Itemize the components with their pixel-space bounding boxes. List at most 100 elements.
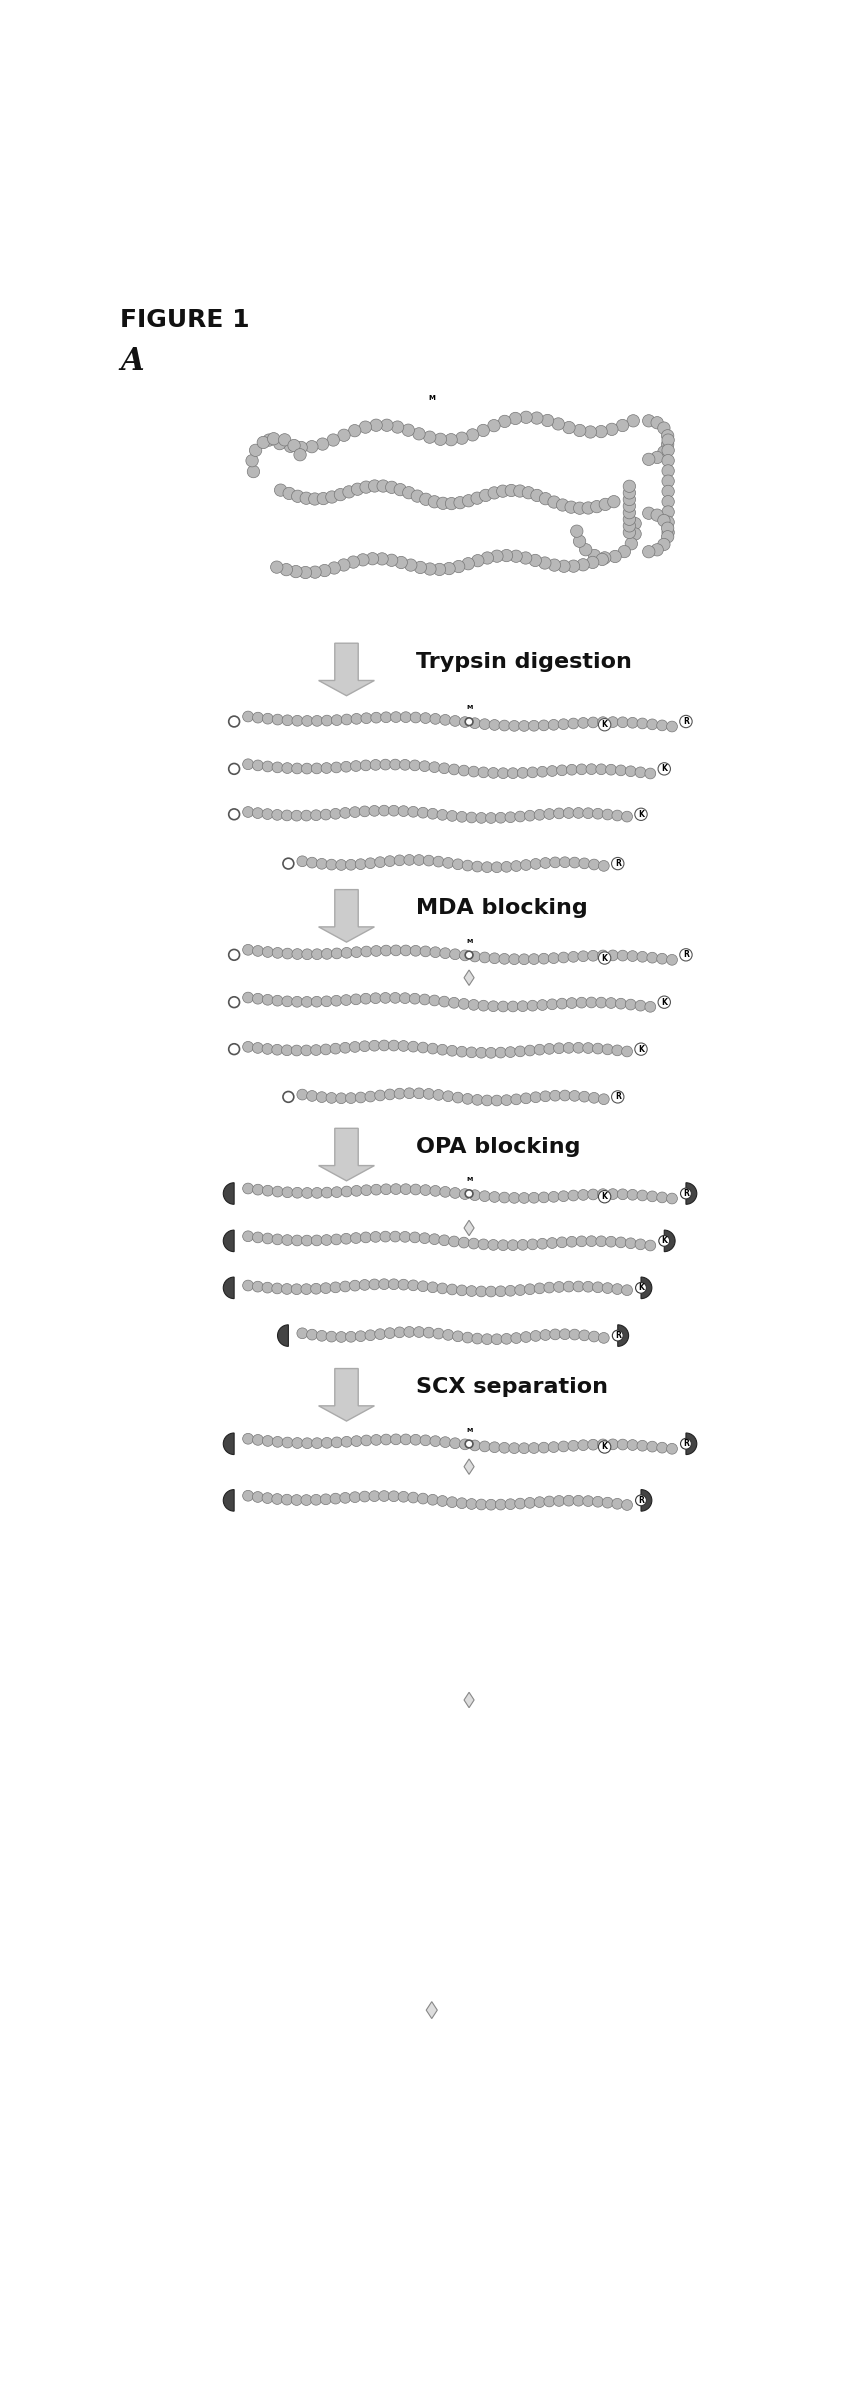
Circle shape (629, 527, 641, 541)
Circle shape (394, 856, 405, 865)
Circle shape (292, 1044, 302, 1056)
Circle shape (321, 1187, 332, 1199)
Circle shape (662, 505, 674, 517)
Circle shape (345, 858, 356, 870)
Wedge shape (277, 1326, 288, 1347)
Circle shape (651, 451, 663, 462)
Circle shape (617, 951, 628, 961)
Circle shape (306, 441, 318, 453)
Circle shape (292, 491, 304, 503)
Circle shape (249, 443, 262, 455)
Circle shape (420, 493, 432, 505)
Circle shape (582, 501, 594, 515)
Circle shape (469, 1190, 480, 1202)
Circle shape (262, 1492, 273, 1504)
Circle shape (530, 858, 541, 870)
Circle shape (282, 763, 292, 772)
Circle shape (419, 760, 430, 772)
Circle shape (381, 944, 392, 956)
Circle shape (341, 946, 352, 958)
Circle shape (400, 1233, 411, 1242)
Circle shape (381, 1435, 392, 1445)
Polygon shape (319, 644, 374, 696)
Circle shape (550, 1089, 561, 1101)
Circle shape (657, 954, 667, 963)
Circle shape (637, 1190, 648, 1202)
Circle shape (414, 1326, 424, 1337)
Circle shape (598, 861, 609, 870)
Circle shape (347, 555, 360, 567)
Circle shape (369, 806, 380, 815)
Circle shape (465, 1440, 473, 1447)
Circle shape (476, 813, 487, 822)
Text: M: M (466, 1178, 473, 1182)
Circle shape (579, 858, 590, 868)
Circle shape (301, 1495, 312, 1504)
Circle shape (349, 1280, 360, 1292)
Circle shape (662, 515, 674, 529)
Circle shape (658, 422, 670, 434)
Circle shape (423, 432, 436, 443)
Circle shape (627, 951, 638, 961)
Circle shape (398, 1280, 409, 1290)
Circle shape (586, 1235, 597, 1247)
Circle shape (509, 412, 522, 424)
Circle shape (443, 563, 456, 575)
Circle shape (598, 1440, 611, 1454)
Circle shape (658, 763, 671, 775)
Circle shape (544, 808, 555, 820)
Circle shape (252, 1185, 264, 1194)
Circle shape (386, 482, 398, 493)
Circle shape (530, 1330, 541, 1342)
Circle shape (336, 1333, 347, 1342)
Circle shape (658, 997, 671, 1008)
Circle shape (351, 1185, 362, 1197)
Circle shape (341, 1187, 352, 1197)
Circle shape (658, 515, 670, 527)
Circle shape (602, 1497, 613, 1509)
Circle shape (310, 811, 321, 820)
Circle shape (598, 551, 611, 565)
Polygon shape (319, 1128, 374, 1180)
Circle shape (657, 720, 667, 732)
Circle shape (414, 560, 427, 575)
Circle shape (402, 424, 415, 436)
Circle shape (414, 853, 424, 865)
Circle shape (576, 763, 587, 775)
Circle shape (466, 1500, 477, 1509)
Circle shape (292, 811, 302, 820)
Circle shape (637, 1440, 648, 1452)
Circle shape (518, 1240, 528, 1249)
Circle shape (548, 558, 561, 572)
Circle shape (360, 994, 371, 1004)
Circle shape (408, 806, 419, 818)
Circle shape (609, 551, 621, 563)
Circle shape (449, 763, 460, 775)
Circle shape (410, 760, 420, 770)
Text: MDA blocking: MDA blocking (416, 899, 588, 918)
Circle shape (647, 1192, 658, 1202)
Circle shape (361, 1435, 371, 1445)
Circle shape (341, 1233, 352, 1244)
Circle shape (328, 563, 340, 575)
Circle shape (635, 1042, 647, 1056)
Circle shape (447, 1044, 457, 1056)
Circle shape (540, 1092, 551, 1101)
Text: K: K (602, 954, 608, 963)
Circle shape (394, 1328, 405, 1337)
Circle shape (229, 949, 240, 961)
Circle shape (252, 1233, 264, 1242)
Text: K: K (638, 1283, 644, 1292)
Circle shape (317, 493, 330, 505)
Circle shape (645, 1240, 655, 1252)
Circle shape (479, 1190, 490, 1202)
Circle shape (413, 427, 425, 441)
Circle shape (229, 808, 240, 820)
Circle shape (326, 858, 337, 870)
Circle shape (662, 496, 674, 508)
Circle shape (472, 555, 484, 567)
Circle shape (578, 1440, 589, 1449)
Circle shape (608, 949, 618, 961)
Circle shape (621, 1047, 632, 1056)
Polygon shape (319, 889, 374, 942)
